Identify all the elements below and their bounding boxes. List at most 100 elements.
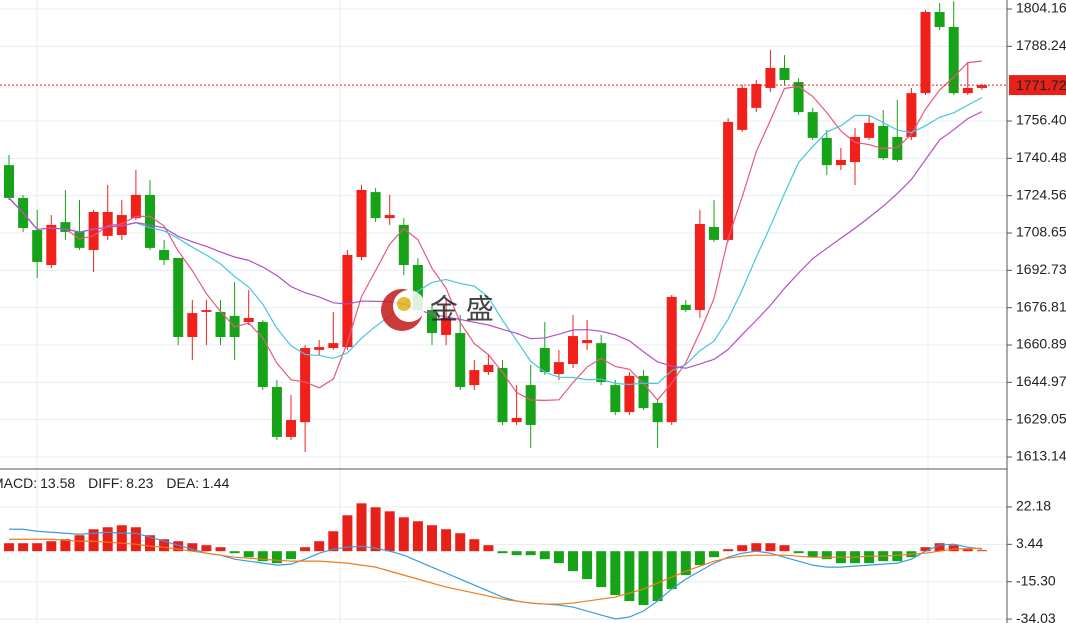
candle-body	[102, 212, 113, 236]
macd-bar	[257, 551, 268, 562]
macd-bar	[751, 543, 762, 552]
y-tick-label: 22.18	[1016, 498, 1051, 514]
y-tick-label: 1740.48	[1016, 149, 1066, 165]
candle-body	[850, 136, 860, 163]
logo: 金 盛	[381, 289, 494, 331]
candle-body	[243, 318, 254, 323]
macd-bar	[243, 551, 254, 558]
candle-body	[215, 311, 226, 338]
macd-bar	[455, 533, 466, 552]
legend-value: 1.44	[202, 475, 229, 491]
candle-body	[638, 375, 649, 409]
candle-body	[821, 137, 832, 166]
candle-body	[878, 125, 889, 159]
macd-bar	[525, 551, 536, 556]
y-tick-label: 1788.24	[1016, 37, 1066, 53]
macd-bar	[469, 539, 480, 552]
candle-body	[32, 230, 43, 262]
macd-bar	[201, 545, 212, 552]
candle-body	[694, 223, 705, 311]
y-tick-label: 1708.65	[1016, 224, 1066, 240]
macd-bar	[892, 551, 903, 562]
legend-value: 8.23	[126, 475, 153, 491]
candle-body	[666, 296, 677, 423]
candle-body	[455, 333, 466, 387]
macd-bar	[300, 547, 311, 552]
candle-body	[60, 222, 71, 232]
candle-body	[596, 343, 607, 383]
macd-bar	[384, 511, 395, 552]
candle-body	[962, 87, 973, 94]
candle-body	[765, 68, 776, 88]
macd-bar	[102, 527, 113, 552]
macd-bar	[173, 541, 184, 552]
macd-bar	[88, 529, 99, 552]
macd-bar	[793, 551, 804, 554]
candle-body	[370, 192, 381, 219]
y-tick-label: -34.03	[1016, 610, 1056, 623]
macd-bar	[596, 551, 607, 588]
macd-bar	[229, 551, 240, 554]
candle-body	[906, 93, 917, 137]
candle-body	[257, 322, 268, 387]
macd-bar	[511, 551, 522, 556]
macd-bar	[737, 545, 748, 552]
macd-bar	[934, 543, 945, 552]
candle-body	[568, 336, 578, 364]
macd-bar	[46, 541, 57, 552]
macd-bar	[779, 545, 790, 552]
candle-body	[342, 254, 353, 348]
macd-bar	[821, 551, 832, 560]
macd-bar	[610, 551, 621, 596]
macd-bar	[398, 517, 409, 552]
macd-bar	[18, 543, 29, 552]
candle-body	[328, 343, 339, 349]
candle-body	[864, 122, 875, 138]
macd-bar	[497, 551, 508, 554]
macd-bar	[32, 543, 43, 552]
macd-bar	[271, 551, 282, 564]
legend-name: MACD:	[0, 475, 37, 491]
candle-body	[539, 348, 550, 372]
watermark: 金 盛	[430, 293, 494, 324]
macd-bar	[582, 551, 593, 580]
ma-line	[8, 60, 982, 401]
y-tick-label: -15.30	[1016, 572, 1056, 588]
candle-body	[441, 318, 452, 335]
macd-bar	[314, 541, 325, 552]
y-tick-label: 1644.97	[1016, 373, 1066, 389]
candle-body	[835, 159, 846, 166]
candle-body	[723, 121, 734, 240]
candle-body	[652, 402, 663, 423]
candle-body	[807, 112, 818, 138]
macd-bar	[864, 551, 875, 564]
candle-body	[793, 82, 804, 113]
y-tick-label: 1676.81	[1016, 298, 1066, 314]
candle-body	[497, 367, 508, 423]
candle-body	[173, 257, 184, 338]
macd-bar	[483, 545, 494, 552]
macd-bar	[215, 547, 226, 552]
y-tick-label: 1613.14	[1016, 448, 1066, 464]
candle-body	[511, 417, 522, 423]
macd-bar	[962, 549, 973, 552]
macd-bar	[948, 545, 959, 552]
candle-body	[892, 136, 903, 160]
candle-body	[116, 215, 127, 235]
candle-body	[398, 224, 409, 266]
macd-bar	[638, 551, 649, 606]
macd-bar	[680, 551, 691, 576]
candle-body	[920, 11, 931, 94]
candle-body	[483, 364, 494, 372]
candle-body	[159, 250, 170, 261]
macd-bar	[159, 539, 170, 552]
candle-body	[709, 227, 719, 240]
macd-bar	[116, 525, 127, 552]
candle-body	[680, 304, 691, 311]
macd-line	[9, 538, 982, 605]
macd-bar	[412, 521, 423, 552]
grid	[36, 0, 929, 623]
candle-body	[976, 85, 987, 88]
candle-body	[412, 265, 423, 311]
macd-bar	[74, 535, 85, 552]
